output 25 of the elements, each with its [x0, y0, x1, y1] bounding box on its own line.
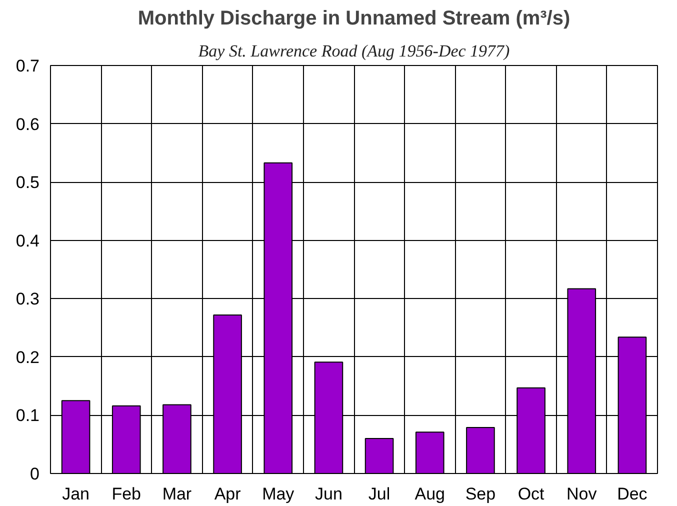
y-tick-label: 0	[30, 464, 40, 484]
x-tick-label: Jun	[315, 484, 342, 504]
bar	[415, 432, 444, 474]
y-tick-label: 0.4	[16, 231, 40, 250]
x-tick-label: Mar	[162, 484, 192, 504]
y-tick-label: 0.1	[16, 406, 40, 426]
y-tick-label: 0.6	[16, 114, 40, 134]
x-tick-label: Jul	[368, 484, 390, 504]
x-tick-label: Sep	[465, 484, 496, 504]
bar	[364, 438, 394, 474]
x-tick-label: May	[262, 484, 295, 504]
chart-subtitle: Bay St. Lawrence Road (Aug 1956-Dec 1977)	[198, 42, 510, 60]
x-tick-label: Aug	[414, 484, 445, 504]
x-tick-label: Feb	[112, 484, 142, 504]
y-tick-label: 0.2	[16, 348, 40, 367]
bar	[466, 426, 495, 474]
chart-title: Monthly Discharge in Unnamed Stream (m³/s)	[138, 8, 570, 30]
x-tick-label: Apr	[214, 484, 242, 504]
x-tick-label: Jan	[62, 484, 90, 504]
y-tick-label: 0.5	[16, 173, 40, 192]
x-tick-label: Oct	[518, 484, 545, 504]
x-tick-label: Dec	[617, 484, 648, 504]
x-tick-label: Nov	[566, 484, 598, 504]
y-tick-label: 0.3	[16, 290, 40, 309]
y-tick-label: 0.7	[16, 56, 40, 76]
